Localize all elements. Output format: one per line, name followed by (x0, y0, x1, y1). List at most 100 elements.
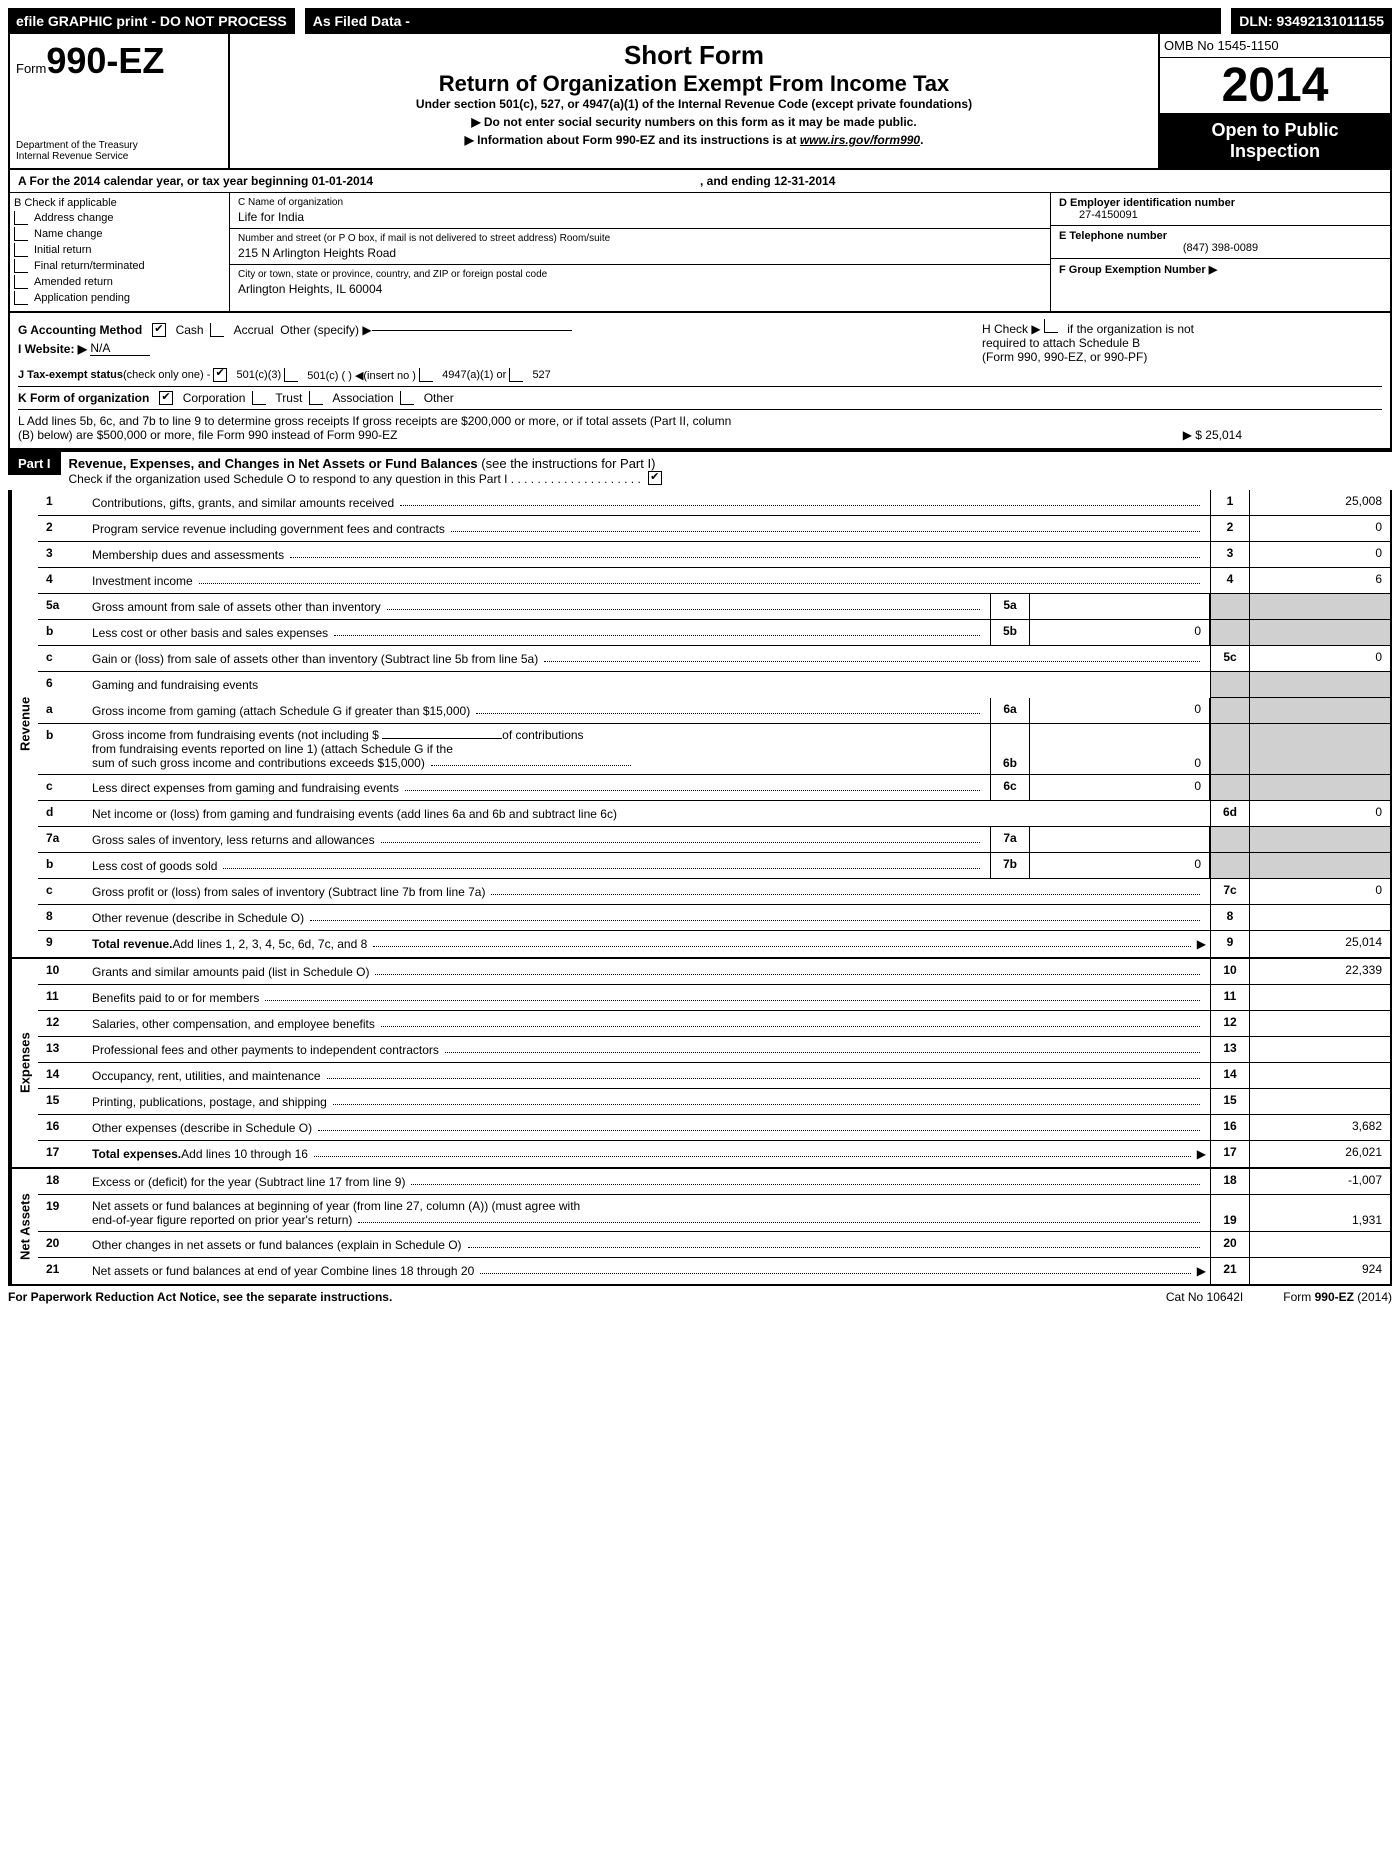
check-501c3[interactable] (213, 368, 227, 382)
line-7a: 7aGross sales of inventory, less returns… (38, 827, 1390, 853)
right-box: OMB No 1545-1150 2014 Open to Public Ins… (1160, 34, 1390, 168)
sub-title: Under section 501(c), 527, or 4947(a)(1)… (250, 97, 1138, 111)
form-number: 990-EZ (46, 40, 164, 81)
section-a: B Check if applicable Address change Nam… (8, 193, 1392, 313)
line-5b: bLess cost or other basis and sales expe… (38, 620, 1390, 646)
mid-section: G Accounting Method Cash Accrual Other (… (8, 313, 1392, 450)
part1-label: Part I (8, 452, 61, 475)
b-label: B Check if applicable (14, 197, 225, 209)
revenue-label: Revenue (10, 490, 38, 957)
line-i: I Website: ▶ N/A (18, 341, 982, 356)
main-table: Revenue 1Contributions, gifts, grants, a… (8, 490, 1392, 1286)
check-schedule-b[interactable] (1044, 319, 1058, 333)
line-4: 4Investment income46 (38, 568, 1390, 594)
form-number-box: Form990-EZ Department of the Treasury In… (10, 34, 230, 168)
short-form-title: Short Form (250, 40, 1138, 71)
check-application-pending[interactable]: Application pending (14, 291, 225, 305)
line-16: 16Other expenses (describe in Schedule O… (38, 1115, 1390, 1141)
form-footer: Form 990-EZ (2014) (1283, 1290, 1392, 1304)
city-row: City or town, state or province, country… (230, 265, 1050, 311)
check-amended-return[interactable]: Amended return (14, 275, 225, 289)
cat-no: Cat No 10642I (1126, 1290, 1283, 1304)
check-cash[interactable] (152, 323, 166, 337)
check-name-change[interactable]: Name change (14, 227, 225, 241)
omb-number: OMB No 1545-1150 (1160, 34, 1390, 58)
as-filed-label: As Filed Data - (305, 9, 1222, 33)
line-18: 18Excess or (deficit) for the year (Subt… (38, 1169, 1390, 1195)
form-prefix: Form (16, 61, 46, 76)
line-6b: b Gross income from fundraising events (… (38, 724, 1390, 775)
line-6a: aGross income from gaming (attach Schedu… (38, 698, 1390, 724)
check-corporation[interactable] (159, 391, 173, 405)
street-row: Number and street (or P O box, if mail i… (230, 229, 1050, 265)
check-501c[interactable] (284, 368, 298, 382)
dln-label: DLN: 93492131011155 (1231, 9, 1392, 33)
line-19: 19 Net assets or fund balances at beginn… (38, 1195, 1390, 1232)
instruction-line-2: ▶ Information about Form 990-EZ and its … (250, 133, 1138, 147)
header-bar: efile GRAPHIC print - DO NOT PROCESS As … (8, 8, 1392, 34)
netassets-label: Net Assets (10, 1169, 38, 1284)
top-section: Form990-EZ Department of the Treasury In… (8, 34, 1392, 170)
ein-row: D Employer identification number 27-4150… (1051, 193, 1390, 226)
line-1: 1Contributions, gifts, grants, and simil… (38, 490, 1390, 516)
check-schedule-o[interactable] (648, 471, 662, 485)
check-address-change[interactable]: Address change (14, 211, 225, 225)
line-13: 13Professional fees and other payments t… (38, 1037, 1390, 1063)
expenses-section: Expenses 10Grants and similar amounts pa… (10, 959, 1390, 1169)
check-final-return[interactable]: Final return/terminated (14, 259, 225, 273)
department-label: Department of the Treasury Internal Reve… (16, 140, 222, 162)
col-b-checkboxes: B Check if applicable Address change Nam… (10, 193, 230, 311)
expenses-label: Expenses (10, 959, 38, 1167)
line-11: 11Benefits paid to or for members11 (38, 985, 1390, 1011)
title-box: Short Form Return of Organization Exempt… (230, 34, 1160, 168)
tax-year: 2014 (1160, 58, 1390, 114)
revenue-section: Revenue 1Contributions, gifts, grants, a… (10, 490, 1390, 959)
paperwork-notice: For Paperwork Reduction Act Notice, see … (8, 1290, 1126, 1304)
line-l: L Add lines 5b, 6c, and 7b to line 9 to … (18, 409, 1382, 442)
part1-title: Revenue, Expenses, and Changes in Net As… (61, 452, 1392, 490)
col-c-org-info: C Name of organization Life for India Nu… (230, 193, 1050, 311)
line-7c: cGross profit or (loss) from sales of in… (38, 879, 1390, 905)
check-accrual[interactable] (210, 323, 224, 337)
line-21: 21Net assets or fund balances at end of … (38, 1258, 1390, 1284)
part1-header: Part I Revenue, Expenses, and Changes in… (8, 450, 1392, 490)
check-other-org[interactable] (400, 391, 414, 405)
line-3: 3Membership dues and assessments30 (38, 542, 1390, 568)
line-9: 9Total revenue. Add lines 1, 2, 3, 4, 5c… (38, 931, 1390, 957)
line-6c: cLess direct expenses from gaming and fu… (38, 775, 1390, 801)
tax-year-line: A For the 2014 calendar year, or tax yea… (8, 170, 1392, 193)
check-4947[interactable] (419, 368, 433, 382)
org-name-row: C Name of organization Life for India (230, 193, 1050, 229)
gap (1221, 8, 1231, 34)
footer: For Paperwork Reduction Act Notice, see … (8, 1286, 1392, 1308)
instruction-line-1: ▶ Do not enter social security numbers o… (250, 115, 1138, 129)
line-6d: dNet income or (loss) from gaming and fu… (38, 801, 1390, 827)
efile-label: efile GRAPHIC print - DO NOT PROCESS (8, 9, 295, 33)
line-6: 6Gaming and fundraising events (38, 672, 1390, 698)
line-k: K Form of organization Corporation Trust… (18, 386, 1382, 405)
netassets-section: Net Assets 18Excess or (deficit) for the… (10, 1169, 1390, 1284)
main-title: Return of Organization Exempt From Incom… (250, 71, 1138, 97)
line-20: 20Other changes in net assets or fund ba… (38, 1232, 1390, 1258)
col-d-contact: D Employer identification number 27-4150… (1050, 193, 1390, 311)
check-527[interactable] (509, 368, 523, 382)
check-trust[interactable] (252, 391, 266, 405)
line-5c: cGain or (loss) from sale of assets othe… (38, 646, 1390, 672)
line-2: 2Program service revenue including gover… (38, 516, 1390, 542)
line-g: G Accounting Method Cash Accrual Other (… (18, 323, 982, 337)
line-5a: 5aGross amount from sale of assets other… (38, 594, 1390, 620)
line-h: H Check ▶ if the organization is not req… (982, 319, 1382, 364)
check-initial-return[interactable]: Initial return (14, 243, 225, 257)
check-association[interactable] (309, 391, 323, 405)
line-17: 17Total expenses. Add lines 10 through 1… (38, 1141, 1390, 1167)
line-14: 14Occupancy, rent, utilities, and mainte… (38, 1063, 1390, 1089)
line-j: J Tax-exempt status(check only one) - 50… (18, 368, 1382, 382)
phone-row: E Telephone number (847) 398-0089 (1051, 226, 1390, 259)
line-15: 15Printing, publications, postage, and s… (38, 1089, 1390, 1115)
line-8: 8Other revenue (describe in Schedule O)8 (38, 905, 1390, 931)
group-exemption-row: F Group Exemption Number ▶ (1051, 259, 1390, 311)
irs-link[interactable]: www.irs.gov/form990 (800, 133, 920, 147)
line-7b: bLess cost of goods sold7b0 (38, 853, 1390, 879)
line-10: 10Grants and similar amounts paid (list … (38, 959, 1390, 985)
open-public-label: Open to Public Inspection (1160, 114, 1390, 168)
